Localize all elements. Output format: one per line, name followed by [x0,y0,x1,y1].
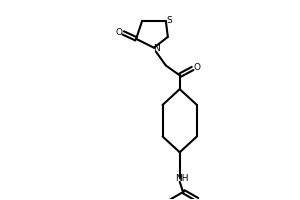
Text: S: S [166,16,172,25]
Text: O: O [116,28,123,37]
Text: N: N [154,44,160,53]
Text: NH: NH [175,174,188,183]
Text: O: O [193,63,200,72]
